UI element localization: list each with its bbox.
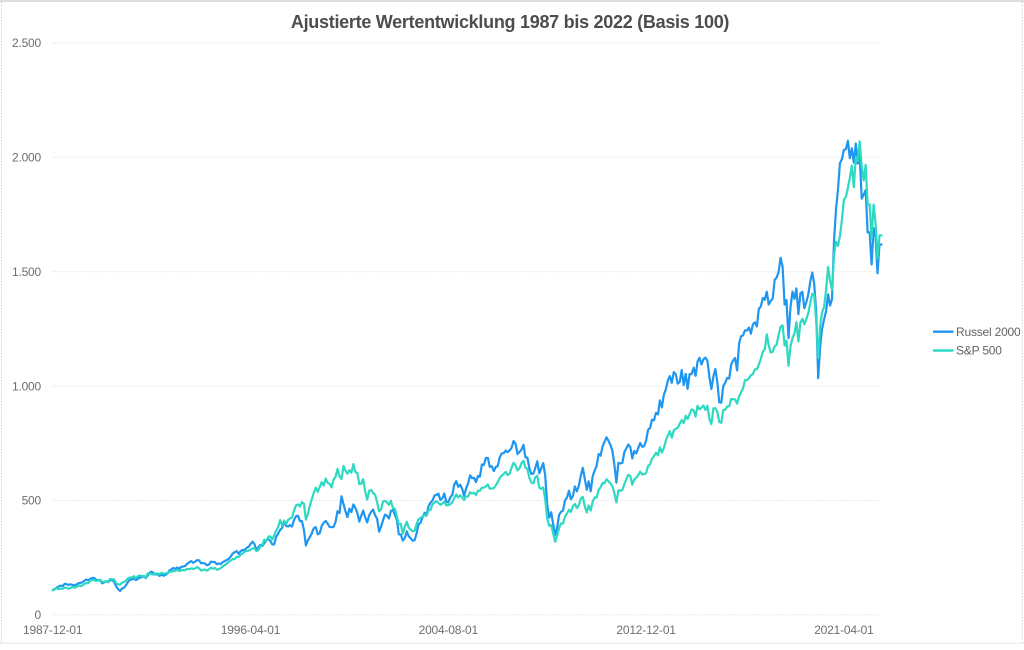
svg-text:1987-12-01: 1987-12-01 <box>23 623 83 637</box>
svg-text:Ajustierte Wertentwicklung 198: Ajustierte Wertentwicklung 1987 bis 2022… <box>291 12 730 32</box>
svg-text:1996-04-01: 1996-04-01 <box>221 623 281 637</box>
svg-text:S&P 500: S&P 500 <box>956 344 1002 358</box>
svg-text:2.500: 2.500 <box>12 36 42 50</box>
svg-text:2021-04-01: 2021-04-01 <box>814 623 874 637</box>
svg-text:Russel 2000: Russel 2000 <box>956 325 1021 339</box>
svg-text:2012-12-01: 2012-12-01 <box>616 623 676 637</box>
svg-text:2004-08-01: 2004-08-01 <box>419 623 479 637</box>
svg-text:1.500: 1.500 <box>12 265 42 279</box>
svg-text:1.000: 1.000 <box>12 379 42 393</box>
svg-text:2.000: 2.000 <box>12 151 42 165</box>
svg-text:0: 0 <box>35 608 42 622</box>
svg-text:500: 500 <box>22 494 42 508</box>
